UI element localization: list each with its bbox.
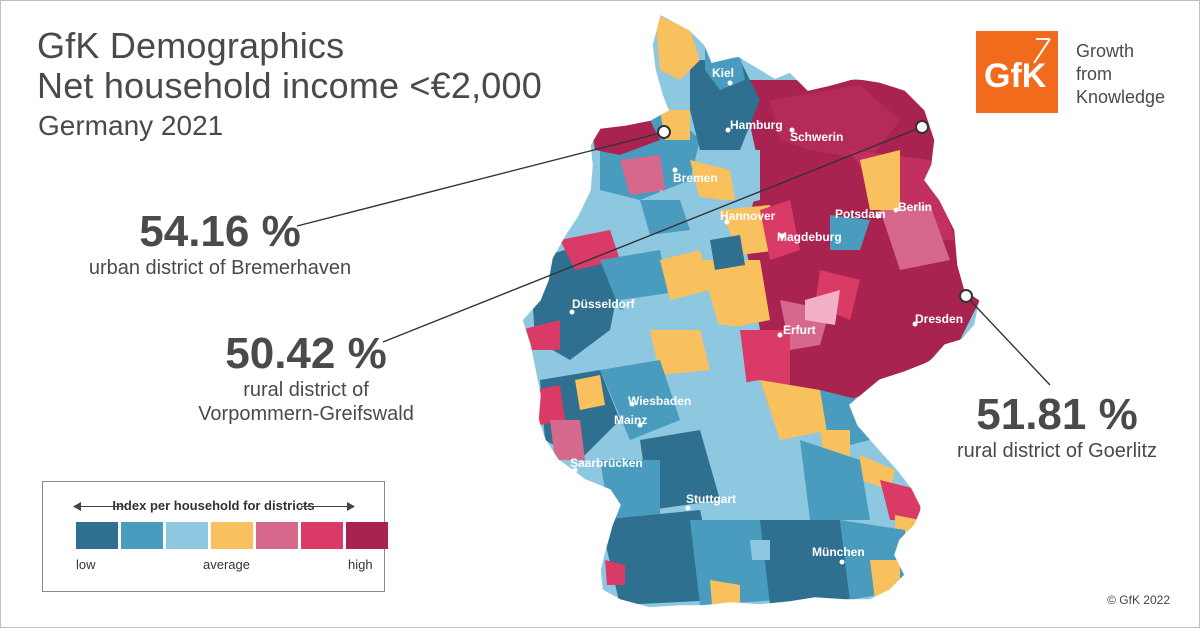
callout-value: 50.42 %	[225, 329, 387, 378]
tagline-line: Knowledge	[1076, 87, 1166, 107]
city-dot	[893, 207, 899, 213]
arrow-right-icon	[347, 502, 355, 511]
city-label-stuttgart: Stuttgart	[686, 492, 736, 506]
legend-swatch	[211, 522, 253, 549]
legend-swatch	[301, 522, 343, 549]
city-dot	[637, 422, 643, 428]
city-dot	[724, 219, 730, 225]
callout-vorpommern: 50.42 % rural district of Vorpommern-Gre…	[176, 330, 436, 426]
title-line-1: GfK Demographics	[37, 25, 345, 66]
legend-swatch	[76, 522, 118, 549]
city-label-magdeburg: Magdeburg	[777, 230, 842, 244]
callout-desc: rural district of Goerlitz	[956, 440, 1158, 462]
callout-value: 54.16 %	[139, 207, 301, 256]
germany-outline	[521, 12, 981, 609]
city-label-hamburg: Hamburg	[730, 118, 783, 132]
city-dot	[672, 167, 678, 173]
city-label-schwerin: Schwerin	[790, 130, 843, 144]
legend: Index per household for districts low av…	[42, 481, 388, 592]
city-dot	[685, 505, 691, 511]
city-dot	[727, 80, 733, 86]
city-label-bremen: Bremen	[673, 171, 718, 185]
city-dot	[629, 401, 635, 407]
arrow-left-icon	[73, 502, 81, 511]
city-label-wiesbaden: Wiesbaden	[628, 394, 691, 408]
city-dot	[789, 127, 795, 133]
city-dot	[912, 321, 918, 327]
callout-line-vorpommern	[382, 126, 923, 343]
city-dot	[779, 233, 785, 239]
legend-label-average: average	[203, 557, 250, 572]
callout-value: 51.81 %	[976, 390, 1138, 439]
city-label-saarbruecken: Saarbrücken	[570, 456, 643, 470]
tagline-line: Growth	[1076, 41, 1135, 61]
legend-color-scale	[76, 522, 391, 549]
legend-swatch	[256, 522, 298, 549]
city-dot	[777, 332, 783, 338]
logo-tagline: Growth from Knowledge	[1076, 40, 1165, 109]
city-label-potsdam: Potsdam	[835, 207, 886, 221]
copyright: © GfK 2022	[1107, 593, 1170, 607]
city-dot	[572, 467, 578, 473]
city-dot	[725, 127, 731, 133]
marker-goerlitz	[959, 289, 973, 303]
legend-swatch	[121, 522, 163, 549]
callout-goerlitz: 51.81 % rural district of Goerlitz	[944, 391, 1170, 463]
city-dot	[569, 309, 575, 315]
legend-label-low: low	[76, 557, 96, 572]
legend-arrow-left	[76, 506, 126, 507]
city-label-dresden: Dresden	[915, 312, 963, 326]
legend-arrow-right	[301, 506, 351, 507]
callout-line-bremerhaven	[296, 131, 665, 227]
title-line-2: Net household income <€2,000	[37, 65, 542, 106]
city-dot	[839, 559, 845, 565]
gfk-logo-mark: GfK	[984, 38, 1051, 95]
city-label-mainz: Mainz	[614, 413, 647, 427]
callout-desc: Vorpommern-Greifswald	[198, 403, 414, 425]
subtitle: Germany 2021	[38, 110, 224, 141]
city-label-muenchen: München	[812, 545, 865, 559]
callout-bremerhaven: 54.16 % urban district of Bremerhaven	[80, 208, 360, 280]
city-labels: Kiel Hamburg Schwerin Bremen Hannover Po…	[569, 66, 963, 565]
callout-desc: urban district of Bremerhaven	[88, 257, 352, 279]
marker-bremerhaven	[657, 125, 671, 139]
callout-desc: rural district of	[243, 379, 369, 401]
city-label-kiel: Kiel	[712, 66, 734, 80]
city-label-hannover: Hannover	[720, 209, 776, 223]
city-label-berlin: Berlin	[898, 200, 932, 214]
legend-title: Index per household for districts	[112, 498, 315, 513]
city-label-duesseldorf: Düsseldorf	[572, 297, 636, 311]
gfk-logo-letters: GfK	[984, 57, 1047, 95]
legend-swatch	[166, 522, 208, 549]
tagline-line: from	[1076, 64, 1112, 84]
gfk-logo: GfK	[976, 31, 1058, 113]
legend-swatch	[346, 522, 388, 549]
callout-line-goerlitz	[965, 295, 1051, 386]
marker-vorpommern	[915, 120, 929, 134]
city-dot	[875, 213, 881, 219]
legend-label-high: high	[348, 557, 373, 572]
title-block: GfK Demographics Net household income <€…	[37, 26, 542, 106]
city-label-erfurt: Erfurt	[783, 323, 816, 337]
